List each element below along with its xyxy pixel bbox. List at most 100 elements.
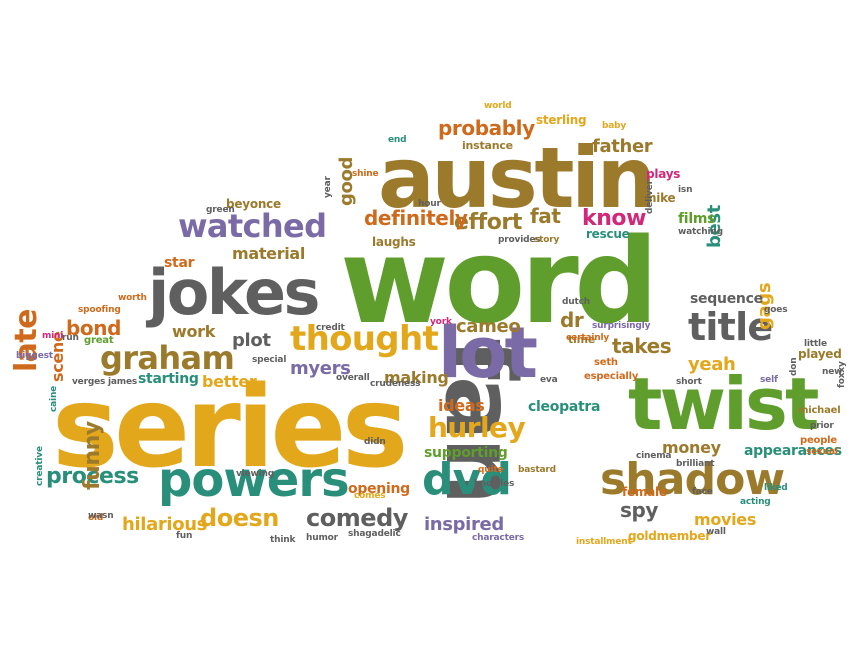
word-didn: didn bbox=[364, 437, 386, 447]
word-little: little bbox=[804, 339, 827, 349]
word-acting: acting bbox=[740, 497, 771, 507]
word-run: run bbox=[62, 333, 79, 343]
word-effort: effort bbox=[454, 210, 522, 235]
word-takes: takes bbox=[612, 334, 672, 358]
word-good: good bbox=[336, 156, 357, 206]
word-cleopatra: cleopatra bbox=[528, 399, 601, 415]
word-myers: myers bbox=[290, 358, 351, 379]
word-time: time bbox=[568, 333, 596, 346]
word-end: end bbox=[388, 135, 407, 145]
word-eva: eva bbox=[540, 375, 558, 385]
word-dr: dr bbox=[560, 308, 584, 332]
word-rescue: rescue bbox=[586, 227, 630, 241]
word-played: played bbox=[798, 347, 842, 361]
word-material: material bbox=[232, 244, 306, 263]
word-wasn: wasn bbox=[88, 511, 114, 521]
word-bond: bond bbox=[66, 316, 122, 340]
word-work: work bbox=[172, 322, 216, 341]
word-comedy: comedy bbox=[306, 504, 408, 532]
word-shadow: shadow bbox=[600, 454, 785, 505]
word-starting: starting bbox=[138, 371, 199, 387]
word-liked: liked bbox=[764, 483, 788, 493]
word-quite: quite bbox=[478, 465, 504, 475]
word-instance: instance bbox=[462, 139, 513, 152]
word-plot: plot bbox=[232, 330, 271, 351]
word-mike: mike bbox=[644, 191, 676, 205]
word-michael: michael bbox=[798, 405, 841, 416]
word-great: great bbox=[84, 335, 114, 346]
word-surprisingly: surprisingly bbox=[592, 321, 651, 331]
word-sterling: sterling bbox=[536, 113, 587, 127]
word-making: making bbox=[384, 368, 449, 387]
word-beyonce: beyonce bbox=[226, 197, 281, 211]
word-dutch: dutch bbox=[562, 297, 590, 307]
word-think: think bbox=[270, 535, 296, 545]
word-isn: isn bbox=[678, 185, 693, 195]
word-movies: movies bbox=[694, 510, 757, 529]
word-york: york bbox=[430, 317, 452, 327]
word-old: old bbox=[88, 513, 104, 523]
word-cameo: cameo bbox=[456, 316, 521, 337]
word-supporting: supporting bbox=[424, 445, 508, 461]
word-female: female bbox=[622, 485, 667, 499]
word-shagadelic: shagadelic bbox=[348, 529, 401, 539]
word-credit: credit bbox=[316, 323, 345, 333]
word-appearances: appearances bbox=[744, 443, 842, 459]
word-doesn: doesn bbox=[200, 504, 279, 532]
word-don: don bbox=[789, 357, 799, 377]
word-baby: baby bbox=[602, 121, 627, 131]
word-austin: austin bbox=[378, 129, 656, 227]
word-yeah: yeah bbox=[688, 354, 736, 375]
word-year: year bbox=[323, 176, 333, 198]
word-hour: hour bbox=[418, 199, 441, 209]
word-seth: seth bbox=[594, 357, 618, 368]
word-certainly: certainly bbox=[566, 333, 610, 343]
word-hilarious: hilarious bbox=[122, 514, 208, 535]
word-ideas: ideas bbox=[438, 396, 485, 415]
word-late: late bbox=[9, 309, 44, 372]
word-father: father bbox=[592, 136, 653, 157]
word-goldmember: goldmember bbox=[628, 529, 711, 543]
word-knowles: knowles bbox=[474, 479, 515, 489]
word-brilliant: brilliant bbox=[676, 459, 715, 469]
word-people: people bbox=[800, 435, 837, 446]
word-star: star bbox=[164, 255, 195, 271]
word-laughs: laughs bbox=[372, 235, 416, 249]
word-creative: creative bbox=[35, 446, 45, 486]
word-inspired: inspired bbox=[424, 514, 504, 535]
word-biggest: biggest bbox=[16, 351, 53, 361]
word-jokes: jokes bbox=[148, 256, 320, 329]
word-title: title bbox=[688, 305, 773, 349]
word-know: know bbox=[582, 206, 646, 231]
word-shine: shine bbox=[352, 169, 379, 179]
word-dvd: dvd bbox=[422, 454, 512, 505]
word-thought: thought bbox=[290, 319, 439, 359]
word-probably: probably bbox=[438, 116, 535, 140]
word-money: money bbox=[662, 438, 721, 457]
word-foxxy: foxxy bbox=[837, 361, 847, 388]
word-mini: mini bbox=[42, 331, 64, 341]
word-face: face bbox=[692, 487, 713, 497]
word-worth: worth bbox=[118, 293, 147, 303]
word-overall: overall bbox=[336, 373, 370, 383]
word-short: short bbox=[676, 377, 702, 387]
word-story: story bbox=[534, 235, 560, 245]
word-comes: comes bbox=[354, 491, 386, 501]
word-fun: fun bbox=[176, 531, 193, 541]
word-crudeness: crudeness bbox=[370, 379, 421, 389]
word-new: new bbox=[822, 367, 843, 377]
word-caine: caine bbox=[49, 385, 59, 412]
word-installment: installment bbox=[576, 537, 632, 547]
word-wall: wall bbox=[706, 527, 726, 537]
word-world: world bbox=[484, 101, 512, 111]
word-watched: watched bbox=[178, 207, 327, 245]
word-sequence: sequence bbox=[690, 291, 763, 307]
word-spoofing: spoofing bbox=[78, 305, 121, 315]
word-verges: verges bbox=[72, 377, 106, 387]
word-especially: especially bbox=[584, 371, 639, 382]
word-viewing: viewing bbox=[236, 469, 275, 479]
word-bastard: bastard bbox=[518, 465, 556, 475]
word-humor: humor bbox=[306, 533, 338, 543]
word-word: word bbox=[340, 212, 659, 350]
word-deliver: deliver bbox=[645, 180, 655, 214]
